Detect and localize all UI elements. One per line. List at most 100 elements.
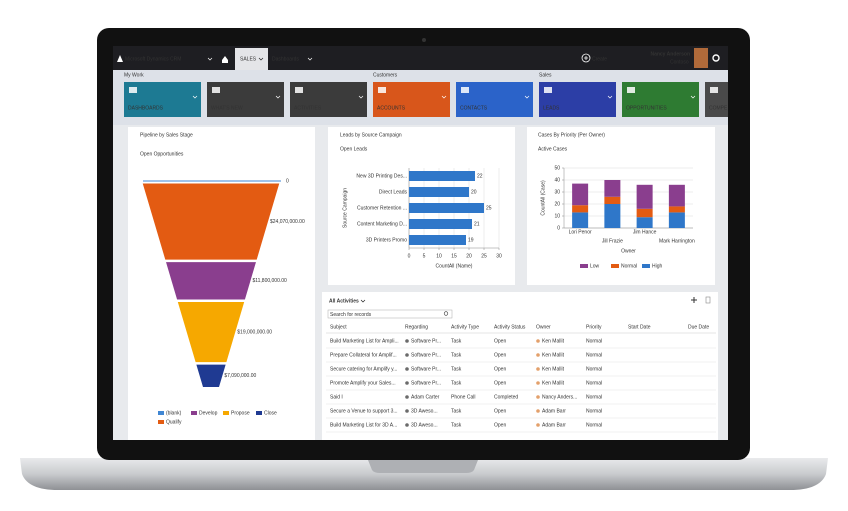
cell[interactable]: Secure catering for Amplify y... [330, 366, 397, 372]
tile-label[interactable]: WHAT'S NEW [211, 105, 243, 111]
page-label[interactable]: Dashboards [272, 56, 299, 62]
area-tab[interactable] [235, 48, 268, 70]
tile-label[interactable]: DASHBOARDS [128, 105, 164, 111]
tile-label[interactable]: OPPORTUNITIES [626, 105, 667, 111]
create-icon[interactable] [581, 53, 591, 63]
cell[interactable]: 3D Aweso... [411, 408, 438, 414]
user-avatar[interactable] [694, 48, 708, 68]
cell[interactable]: Build Marketing List for 3D A... [330, 422, 397, 428]
org-name[interactable]: Contoso [670, 59, 689, 65]
bar-segment[interactable] [668, 212, 685, 228]
cell[interactable]: Software Pr... [411, 380, 441, 386]
cell[interactable]: Software Pr... [411, 338, 441, 344]
bar[interactable] [409, 203, 484, 213]
tile-label[interactable]: COMPE [709, 105, 728, 111]
y-tick-label: Customer Retention ... [357, 205, 407, 211]
y-tick-label: Direct Leads [379, 189, 408, 195]
x-axis-title: Owner [621, 248, 636, 254]
add-button[interactable] [691, 297, 697, 303]
delete-button[interactable] [705, 296, 711, 304]
view-title[interactable]: All Activities [329, 298, 359, 304]
cell: Normal [586, 338, 602, 344]
chevron [307, 57, 313, 61]
tile-icon [710, 87, 718, 93]
bar-segment[interactable] [604, 180, 621, 197]
chart-subtitle: Open Opportunities [140, 151, 184, 157]
tile-icon [295, 87, 303, 93]
x-tick-label: 30 [496, 253, 502, 259]
legend-label: Low [590, 263, 600, 269]
cell[interactable]: Software Pr... [411, 366, 441, 372]
y-tick-label: 50 [554, 165, 560, 171]
chevron [258, 57, 264, 61]
legend-swatch [191, 411, 197, 415]
column-header[interactable]: Subject [330, 324, 347, 330]
tile-icon [129, 87, 137, 93]
bar[interactable] [409, 235, 466, 245]
cell[interactable]: 3D Aweso... [411, 422, 438, 428]
search-box[interactable] [327, 309, 453, 319]
x-axis-title: CountAll (Name) [436, 263, 473, 269]
tile-icon [378, 87, 386, 93]
search-icon[interactable] [443, 311, 449, 316]
cell: Task [451, 408, 462, 414]
column-header[interactable]: Priority [586, 324, 602, 330]
cell[interactable]: Software Pr... [411, 352, 441, 358]
funnel-value-label: 0 [286, 178, 289, 184]
cell: Normal [586, 366, 602, 372]
tile-label[interactable]: ACCOUNTS [377, 105, 406, 111]
chevron [275, 95, 281, 99]
bar-segment[interactable] [636, 217, 653, 228]
settings-icon[interactable] [712, 54, 720, 62]
chart-subtitle: Active Cases [538, 146, 568, 152]
chevron [441, 95, 447, 99]
column-header[interactable]: Activity Status [494, 324, 526, 330]
bar[interactable] [409, 219, 472, 229]
record-icon [405, 367, 409, 371]
bar-value-label: 22 [477, 173, 483, 179]
column-header[interactable]: Due Date [688, 324, 709, 330]
tile-label[interactable]: LEADS [543, 105, 560, 111]
bar-segment[interactable] [636, 184, 653, 209]
area-label[interactable]: SALES [240, 56, 257, 62]
x-tick-label: 10 [436, 253, 442, 259]
group-label: My Work [124, 72, 144, 78]
bar-segment[interactable] [604, 204, 621, 228]
funnel-segment [177, 301, 245, 363]
cell[interactable]: Adam Carter [411, 394, 440, 400]
y-tick-label: 20 [554, 201, 560, 207]
cell[interactable]: Secure a Venue to support 3... [330, 408, 398, 414]
create-label[interactable]: Create [592, 56, 607, 62]
funnel-segment [166, 262, 256, 300]
chart-subtitle: Open Leads [340, 146, 368, 152]
column-header[interactable]: Regarding [405, 324, 428, 330]
tile-label[interactable]: ACTIVITIES [294, 105, 322, 111]
search-placeholder[interactable]: Search for records [330, 312, 372, 318]
cell: Open [494, 380, 506, 386]
bar-segment[interactable] [668, 206, 685, 213]
column-header[interactable]: Owner [536, 324, 551, 330]
record-icon [405, 395, 409, 399]
cell[interactable]: Said I [330, 394, 343, 400]
cell[interactable]: Prepare Collateral for Amplif... [330, 352, 397, 358]
user-name[interactable]: Nancy Anderson [650, 51, 690, 57]
bar-segment[interactable] [668, 184, 685, 207]
column-header[interactable]: Activity Type [451, 324, 479, 330]
cell: Phone Call [451, 394, 475, 400]
bar-segment[interactable] [572, 212, 589, 228]
bar[interactable] [409, 171, 475, 181]
bar-value-label: 21 [474, 221, 480, 227]
chevron [360, 299, 366, 303]
bar-segment[interactable] [572, 205, 589, 213]
tile-label[interactable]: CONTACTS [460, 105, 488, 111]
bar-segment[interactable] [572, 183, 589, 206]
column-header[interactable]: Start Date [628, 324, 651, 330]
bar[interactable] [409, 187, 469, 197]
bar-segment[interactable] [604, 196, 621, 204]
y-tick-label: 10 [554, 213, 560, 219]
product-name[interactable]: Microsoft Dynamics CRM [125, 56, 181, 62]
tile-icon [627, 87, 635, 93]
bar-segment[interactable] [636, 208, 653, 218]
cell[interactable]: Build Marketing List for Ampli... [330, 338, 399, 344]
cell[interactable]: Promote Amplify your Sales... [330, 380, 396, 386]
